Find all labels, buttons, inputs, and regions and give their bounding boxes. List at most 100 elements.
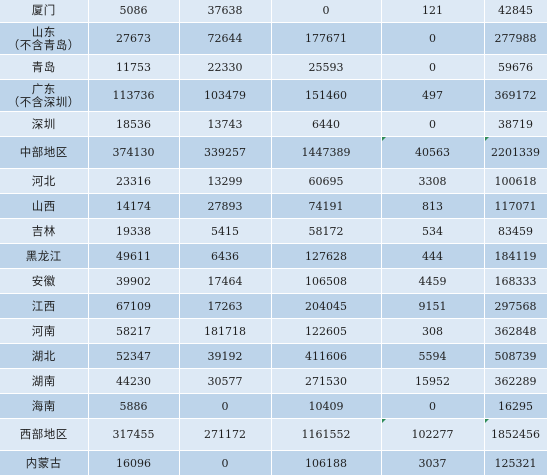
table-row: 西部地区 317455 271172 1161552 102277 1852456 bbox=[0, 418, 547, 451]
value-cell-col3: 1447389 bbox=[271, 136, 382, 169]
value-cell-col4: 444 bbox=[381, 243, 485, 269]
region-note: （不含青岛） bbox=[7, 37, 80, 52]
table-row: 江西 67109 17263 204045 9151 297568 bbox=[0, 293, 547, 319]
value-cell-col5: 125321 bbox=[484, 450, 547, 476]
table-row: 山东 （不含青岛） 27673 72644 177671 0 277988 bbox=[0, 22, 547, 55]
value-cell-col3: 106508 bbox=[271, 268, 382, 294]
region-name: 黑龙江 bbox=[25, 248, 62, 263]
region-name-cell: 湖北 bbox=[0, 343, 89, 369]
table-row: 安徽 39902 17464 106508 4459 168333 bbox=[0, 268, 547, 294]
value-cell-col3: 271530 bbox=[271, 368, 382, 394]
value-cell-col1: 374130 bbox=[88, 136, 180, 169]
value-cell-col4: 15952 bbox=[381, 368, 485, 394]
region-name-cell: 厦门 bbox=[0, 0, 89, 23]
value-cell-col2: 22330 bbox=[179, 54, 272, 80]
region-name-cell: 中部地区 bbox=[0, 136, 89, 169]
value-cell-col2: 339257 bbox=[179, 136, 272, 169]
region-name: 江西 bbox=[31, 298, 56, 313]
value-cell-col5: 59676 bbox=[484, 54, 547, 80]
value-cell-col2: 181718 bbox=[179, 318, 272, 344]
value-cell-col2: 17464 bbox=[179, 268, 272, 294]
table-row: 河南 58217 181718 122605 308 362848 bbox=[0, 318, 547, 344]
region-name-cell: 西部地区 bbox=[0, 418, 89, 451]
value-cell-col5: 184119 bbox=[484, 243, 547, 269]
value-cell-col4: 3037 bbox=[381, 450, 485, 476]
value-cell-col4: 497 bbox=[381, 79, 485, 112]
region-name: 深圳 bbox=[31, 116, 56, 131]
value-cell-col1: 52347 bbox=[88, 343, 180, 369]
region-name-cell: 黑龙江 bbox=[0, 243, 89, 269]
region-name-cell: 内蒙古 bbox=[0, 450, 89, 476]
region-name: 湖南 bbox=[31, 373, 56, 388]
value-cell-col2: 37638 bbox=[179, 0, 272, 23]
region-name: 青岛 bbox=[31, 59, 56, 74]
value-cell-col1: 27673 bbox=[88, 22, 180, 55]
region-name-cell: 湖南 bbox=[0, 368, 89, 394]
region-name: 吉林 bbox=[31, 223, 56, 238]
value-cell-col2: 72644 bbox=[179, 22, 272, 55]
value-cell-col5: 297568 bbox=[484, 293, 547, 319]
value-cell-col2: 17263 bbox=[179, 293, 272, 319]
value-cell-col3: 60695 bbox=[271, 168, 382, 194]
value-cell-col5: 1852456 bbox=[484, 418, 547, 451]
value-cell-col4: 121 bbox=[381, 0, 485, 23]
value-cell-col4: 0 bbox=[381, 22, 485, 55]
value-cell-col4: 813 bbox=[381, 193, 485, 219]
value-cell-col1: 113736 bbox=[88, 79, 180, 112]
value-cell-col3: 0 bbox=[271, 0, 382, 23]
value-cell-col1: 49611 bbox=[88, 243, 180, 269]
value-cell-col5: 83459 bbox=[484, 218, 547, 244]
value-cell-col2: 27893 bbox=[179, 193, 272, 219]
value-cell-col4: 102277 bbox=[381, 418, 485, 451]
region-name: 广东 bbox=[31, 81, 56, 96]
value-cell-col4: 308 bbox=[381, 318, 485, 344]
value-cell-col5: 42845 bbox=[484, 0, 547, 23]
value-cell-col3: 10409 bbox=[271, 393, 382, 419]
table-row: 中部地区 374130 339257 1447389 40563 2201339 bbox=[0, 136, 547, 169]
value-cell-col4: 3308 bbox=[381, 168, 485, 194]
value-cell-col4: 534 bbox=[381, 218, 485, 244]
table-row: 厦门 5086 37638 0 121 42845 bbox=[0, 0, 547, 23]
region-name: 山东 bbox=[31, 24, 56, 39]
value-cell-col3: 204045 bbox=[271, 293, 382, 319]
table-row: 黑龙江 49611 6436 127628 444 184119 bbox=[0, 243, 547, 269]
value-cell-col3: 25593 bbox=[271, 54, 382, 80]
value-cell-col2: 39192 bbox=[179, 343, 272, 369]
value-cell-col2: 103479 bbox=[179, 79, 272, 112]
table-row: 广东 （不含深圳） 113736 103479 151460 497 369172 bbox=[0, 79, 547, 112]
value-cell-col1: 67109 bbox=[88, 293, 180, 319]
value-cell-col4: 0 bbox=[381, 111, 485, 137]
value-cell-col4: 40563 bbox=[381, 136, 485, 169]
value-cell-col5: 369172 bbox=[484, 79, 547, 112]
table-row: 青岛 11753 22330 25593 0 59676 bbox=[0, 54, 547, 80]
table-row: 山西 14174 27893 74191 813 117071 bbox=[0, 193, 547, 219]
region-name: 山西 bbox=[31, 198, 56, 213]
region-name-cell: 山东 （不含青岛） bbox=[0, 22, 89, 55]
table-row: 深圳 18536 13743 6440 0 38719 bbox=[0, 111, 547, 137]
value-cell-col5: 277988 bbox=[484, 22, 547, 55]
value-cell-col4: 0 bbox=[381, 393, 485, 419]
table-row: 河北 23316 13299 60695 3308 100618 bbox=[0, 168, 547, 194]
value-cell-col4: 9151 bbox=[381, 293, 485, 319]
region-name-cell: 安徽 bbox=[0, 268, 89, 294]
value-cell-col3: 106188 bbox=[271, 450, 382, 476]
value-cell-col3: 58172 bbox=[271, 218, 382, 244]
value-cell-col1: 5086 bbox=[88, 0, 180, 23]
region-name-cell: 深圳 bbox=[0, 111, 89, 137]
value-cell-col5: 117071 bbox=[484, 193, 547, 219]
region-name: 内蒙古 bbox=[25, 455, 62, 470]
value-cell-col2: 13743 bbox=[179, 111, 272, 137]
value-cell-col3: 177671 bbox=[271, 22, 382, 55]
region-name-cell: 海南 bbox=[0, 393, 89, 419]
value-cell-col1: 5886 bbox=[88, 393, 180, 419]
value-cell-col2: 0 bbox=[179, 393, 272, 419]
value-cell-col1: 14174 bbox=[88, 193, 180, 219]
table-row: 湖南 44230 30577 271530 15952 362289 bbox=[0, 368, 547, 394]
value-cell-col2: 5415 bbox=[179, 218, 272, 244]
value-cell-col1: 58217 bbox=[88, 318, 180, 344]
value-cell-col2: 271172 bbox=[179, 418, 272, 451]
value-cell-col4: 4459 bbox=[381, 268, 485, 294]
region-name: 湖北 bbox=[31, 348, 56, 363]
